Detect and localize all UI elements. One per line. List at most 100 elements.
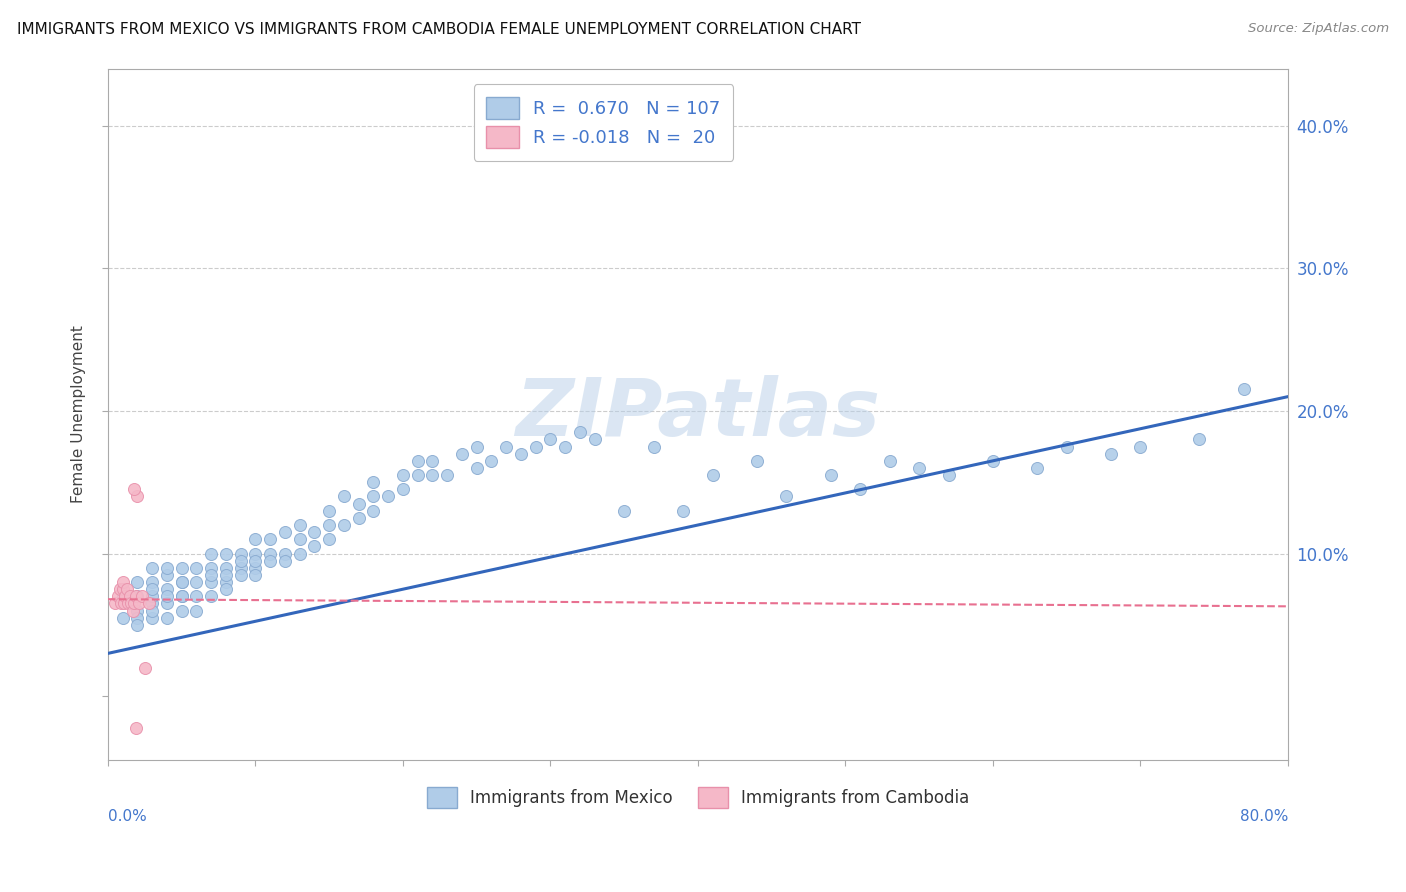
- Point: [186, 561, 208, 575]
- Point: [141, 590, 163, 604]
- Point: [111, 590, 134, 604]
- Point: [643, 440, 665, 454]
- Point: [1129, 440, 1152, 454]
- Point: [745, 454, 768, 468]
- Point: [495, 440, 517, 454]
- Point: [215, 561, 238, 575]
- Point: [245, 554, 267, 568]
- Point: [406, 454, 429, 468]
- Point: [318, 533, 340, 547]
- Point: [121, 604, 143, 618]
- Point: [127, 575, 149, 590]
- Point: [274, 554, 297, 568]
- Text: Source: ZipAtlas.com: Source: ZipAtlas.com: [1249, 22, 1389, 36]
- Point: [111, 582, 134, 597]
- Point: [215, 582, 238, 597]
- Point: [702, 468, 724, 483]
- Point: [117, 597, 139, 611]
- Point: [127, 611, 149, 625]
- Point: [436, 468, 458, 483]
- Point: [138, 597, 160, 611]
- Point: [128, 597, 150, 611]
- Point: [879, 454, 901, 468]
- Legend: Immigrants from Mexico, Immigrants from Cambodia: Immigrants from Mexico, Immigrants from …: [420, 780, 976, 814]
- Point: [363, 504, 385, 518]
- Point: [229, 554, 252, 568]
- Point: [406, 468, 429, 483]
- Point: [583, 433, 606, 447]
- Point: [347, 511, 370, 525]
- Point: [465, 461, 488, 475]
- Point: [288, 547, 311, 561]
- Point: [156, 590, 179, 604]
- Point: [908, 461, 931, 475]
- Point: [245, 533, 267, 547]
- Point: [377, 490, 399, 504]
- Point: [141, 582, 163, 597]
- Point: [156, 611, 179, 625]
- Point: [111, 575, 134, 590]
- Point: [568, 425, 591, 440]
- Point: [938, 468, 960, 483]
- Point: [156, 568, 179, 582]
- Point: [125, 590, 148, 604]
- Point: [127, 618, 149, 632]
- Point: [849, 483, 872, 497]
- Point: [114, 590, 136, 604]
- Point: [170, 590, 193, 604]
- Point: [186, 575, 208, 590]
- Point: [1026, 461, 1049, 475]
- Point: [124, 597, 146, 611]
- Text: ZIPatlas: ZIPatlas: [516, 376, 880, 453]
- Point: [170, 575, 193, 590]
- Point: [200, 561, 222, 575]
- Point: [156, 597, 179, 611]
- Point: [127, 604, 149, 618]
- Point: [170, 590, 193, 604]
- Point: [465, 440, 488, 454]
- Point: [479, 454, 502, 468]
- Point: [259, 547, 281, 561]
- Point: [304, 540, 326, 554]
- Point: [259, 533, 281, 547]
- Point: [524, 440, 547, 454]
- Point: [134, 661, 156, 675]
- Point: [104, 597, 127, 611]
- Point: [141, 604, 163, 618]
- Point: [108, 582, 131, 597]
- Point: [509, 447, 531, 461]
- Point: [229, 561, 252, 575]
- Point: [245, 568, 267, 582]
- Point: [124, 483, 146, 497]
- Point: [245, 561, 267, 575]
- Point: [288, 533, 311, 547]
- Point: [1099, 447, 1122, 461]
- Point: [200, 590, 222, 604]
- Point: [288, 518, 311, 533]
- Point: [110, 597, 132, 611]
- Point: [613, 504, 636, 518]
- Point: [107, 590, 129, 604]
- Point: [141, 611, 163, 625]
- Point: [672, 504, 695, 518]
- Y-axis label: Female Unemployment: Female Unemployment: [72, 326, 86, 503]
- Point: [170, 561, 193, 575]
- Point: [1188, 433, 1211, 447]
- Point: [554, 440, 576, 454]
- Point: [420, 454, 443, 468]
- Point: [392, 483, 415, 497]
- Point: [111, 611, 134, 625]
- Point: [274, 525, 297, 540]
- Text: 0.0%: 0.0%: [108, 809, 146, 824]
- Point: [820, 468, 842, 483]
- Point: [245, 547, 267, 561]
- Point: [363, 475, 385, 490]
- Point: [215, 568, 238, 582]
- Point: [156, 582, 179, 597]
- Point: [229, 547, 252, 561]
- Text: 80.0%: 80.0%: [1240, 809, 1288, 824]
- Point: [318, 518, 340, 533]
- Point: [170, 575, 193, 590]
- Point: [200, 575, 222, 590]
- Point: [304, 525, 326, 540]
